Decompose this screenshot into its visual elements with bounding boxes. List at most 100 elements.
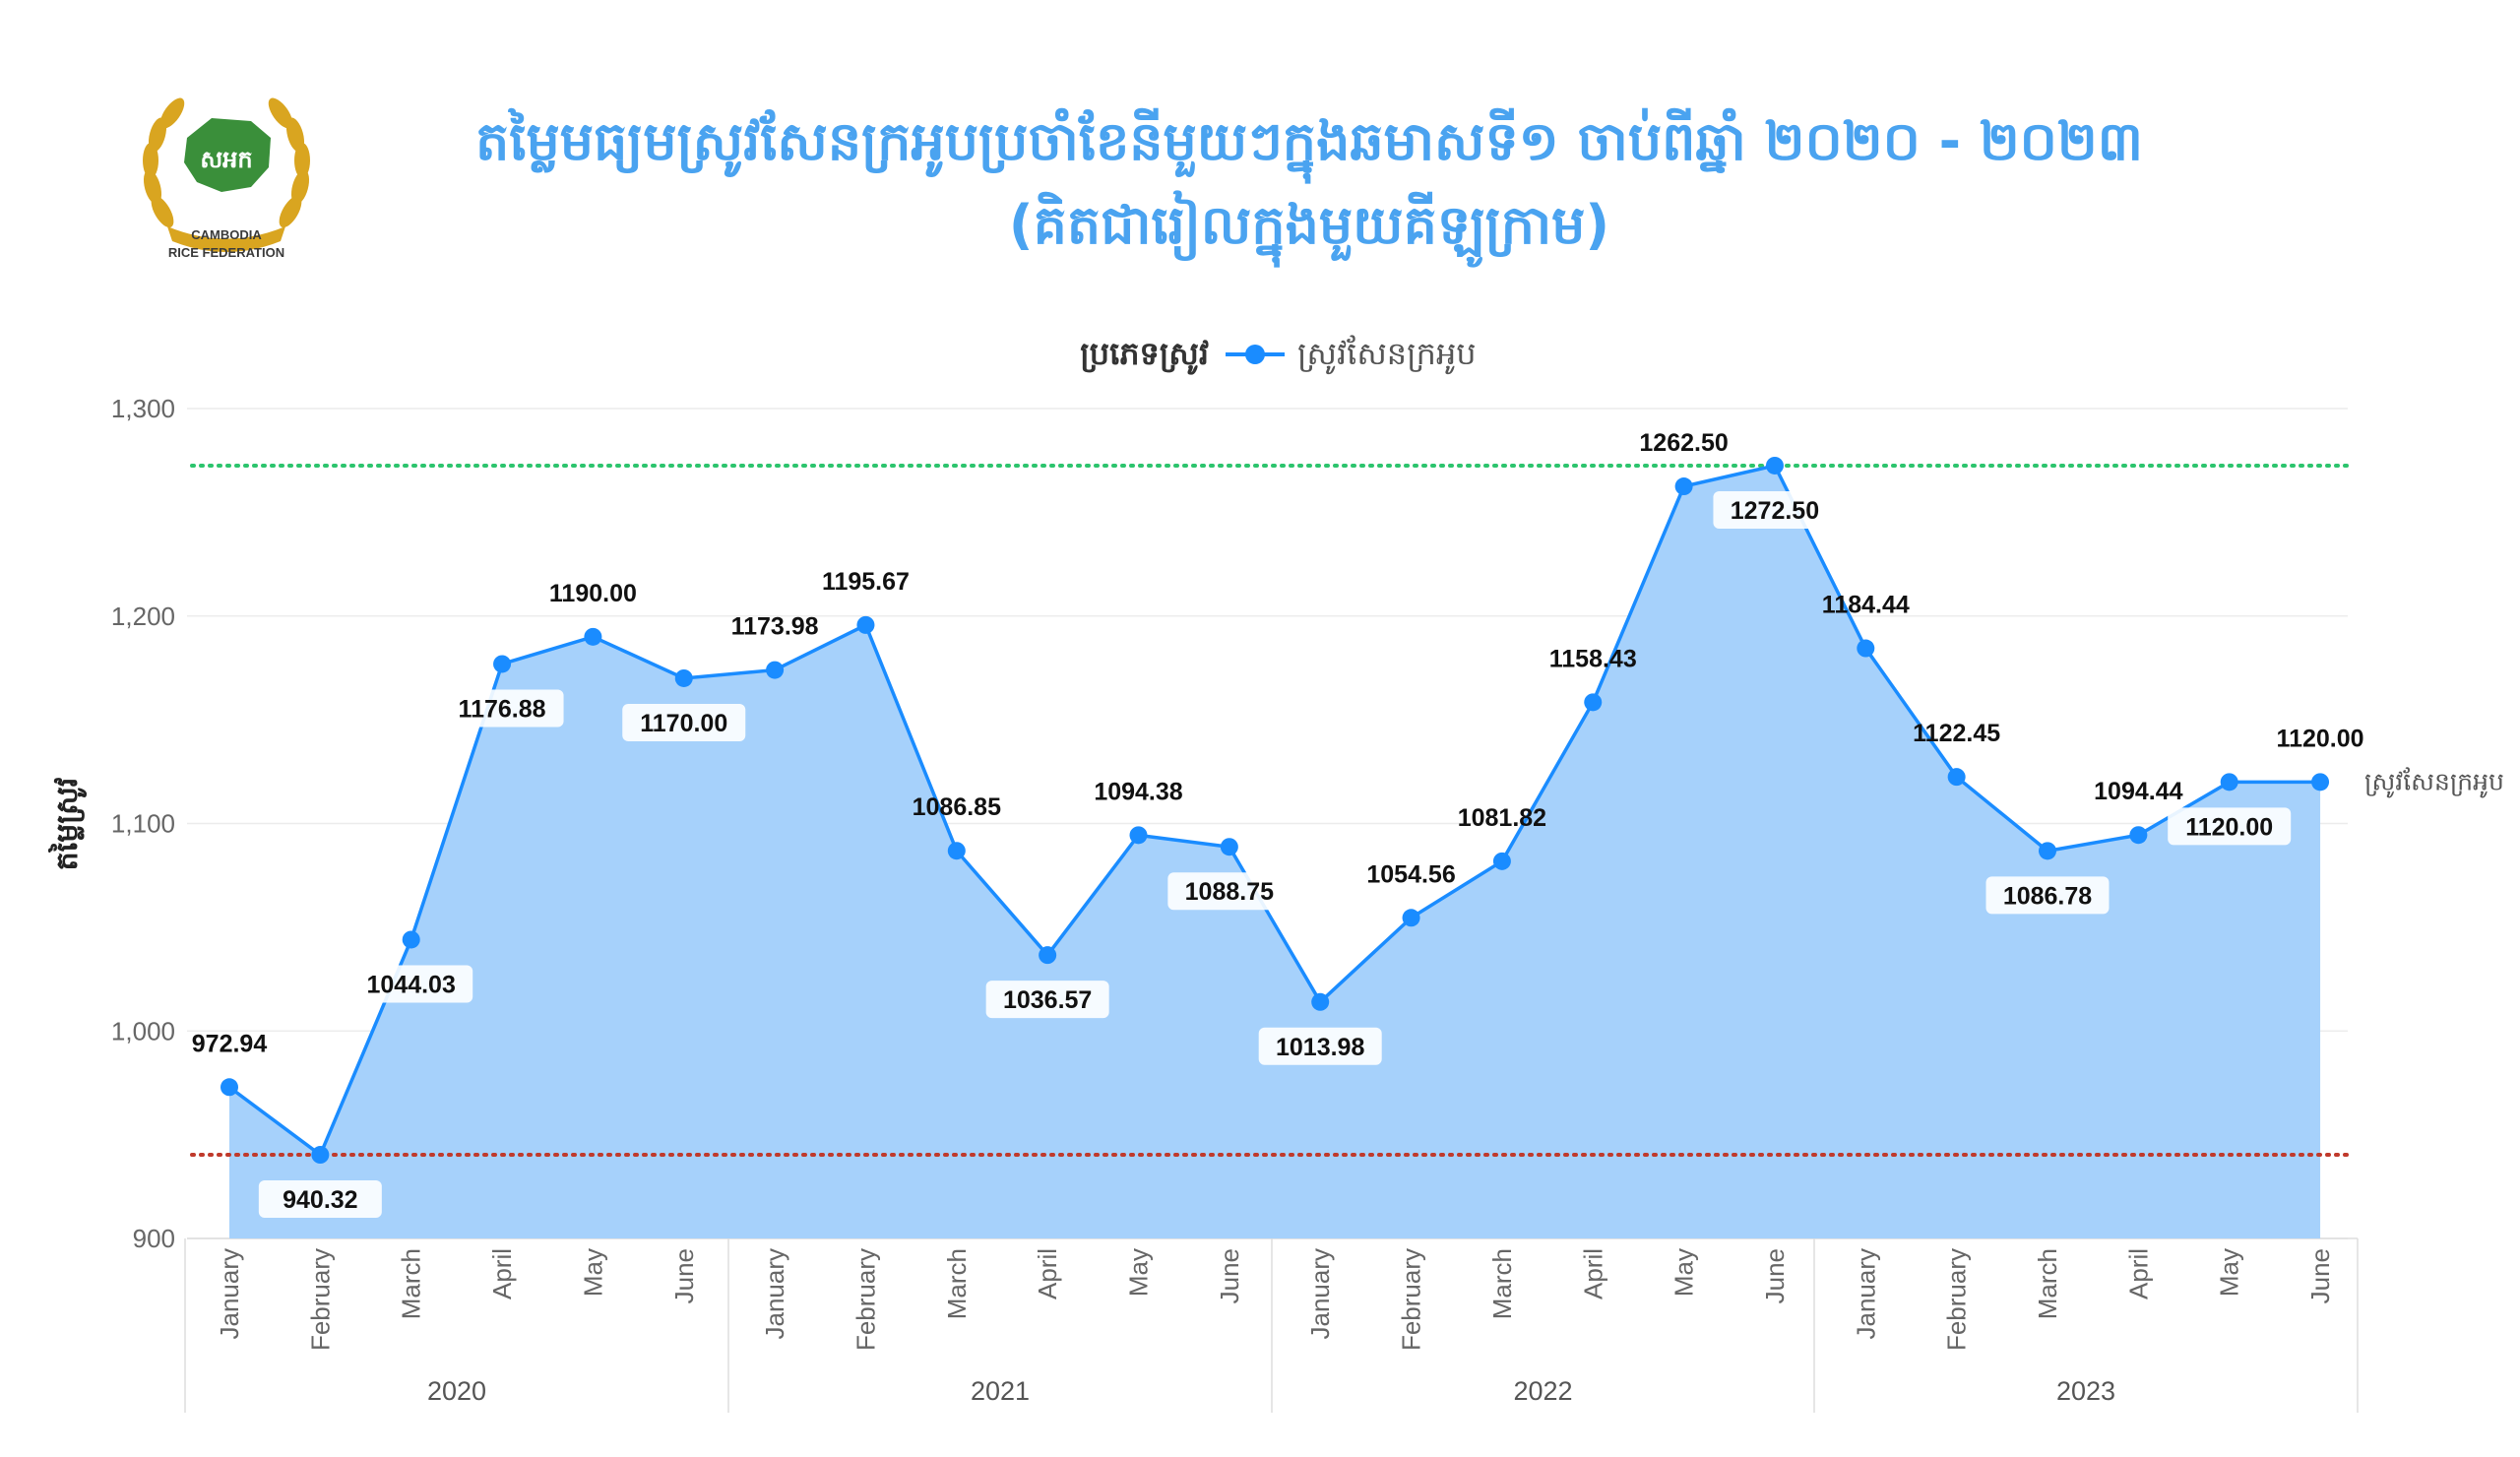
data-point[interactable]	[1857, 639, 1875, 658]
data-label-box	[985, 981, 1109, 1019]
area-fill	[229, 465, 2321, 1238]
data-point[interactable]	[584, 627, 602, 646]
x-tick-label: February	[305, 1248, 335, 1351]
data-point[interactable]	[856, 615, 875, 634]
data-point[interactable]	[766, 661, 785, 679]
data-label: 1176.88	[459, 695, 546, 723]
data-point[interactable]	[1039, 946, 1057, 965]
data-label: 1120.00	[2185, 813, 2273, 841]
x-tick-label: March	[2033, 1248, 2062, 1319]
legend-swatch-marker	[1245, 345, 1265, 364]
data-label: 1195.67	[822, 568, 910, 596]
data-label-box	[1985, 876, 2110, 915]
data-point[interactable]	[1584, 693, 1603, 712]
data-label: 1170.00	[640, 710, 727, 737]
data-label: 1088.75	[1185, 878, 1274, 906]
x-tick-label: May	[2215, 1248, 2244, 1297]
data-label: 1054.56	[1366, 860, 1455, 888]
y-tick-label: 1,300	[111, 394, 175, 423]
x-tick-label: January	[1305, 1248, 1335, 1340]
data-point[interactable]	[2311, 773, 2330, 792]
cambodia-rice-federation-logo: សអក CAMBODIA RICE FEDERATION	[143, 97, 310, 260]
data-point[interactable]	[1765, 456, 1784, 475]
data-label: 1158.43	[1549, 645, 1637, 672]
data-label: 1081.82	[1458, 804, 1546, 832]
series-line	[220, 456, 2330, 1165]
data-label-box	[1258, 1027, 1382, 1065]
data-label-box	[258, 1180, 382, 1219]
data-label: 1094.38	[1094, 778, 1182, 805]
data-label: 1122.45	[1913, 720, 2000, 747]
x-tick-label: May	[578, 1248, 607, 1297]
x-year-label: 2020	[427, 1376, 486, 1406]
x-tick-label: June	[2305, 1248, 2335, 1303]
data-label: 1190.00	[549, 580, 637, 607]
data-point[interactable]	[220, 1078, 238, 1097]
data-point[interactable]	[1492, 852, 1511, 870]
x-tick-label: May	[1670, 1248, 1699, 1297]
data-point[interactable]	[1129, 826, 1148, 845]
chart-header: សអក CAMBODIA RICE FEDERATION តម្លៃមធ្យមស…	[0, 0, 2520, 295]
x-tick-label: January	[760, 1248, 789, 1340]
data-point[interactable]	[674, 668, 693, 687]
data-label: 1094.44	[2094, 778, 2182, 805]
x-tick-label: March	[397, 1248, 426, 1319]
axes: 900 1,000 1,100 1,200 1,300 តម្លៃស្រូវ January…	[47, 394, 2359, 1413]
data-label: 1044.03	[367, 971, 456, 998]
x-tick-label: March	[942, 1248, 972, 1319]
y-tick-label: 1,000	[111, 1016, 175, 1045]
data-point[interactable]	[2129, 826, 2148, 845]
x-tick-label: May	[1124, 1248, 1154, 1297]
x-tick-label: April	[1033, 1248, 1062, 1299]
data-label-box	[440, 689, 564, 728]
reference-lines	[190, 463, 2350, 1158]
y-tick-label: 900	[133, 1224, 175, 1253]
data-label: 972.94	[192, 1030, 268, 1057]
data-point[interactable]	[2220, 773, 2238, 792]
data-point[interactable]	[1402, 909, 1420, 927]
data-point[interactable]	[1311, 992, 1330, 1011]
data-point[interactable]	[1220, 838, 1238, 856]
legend-series-name[interactable]: ស្រូវសែនក្រអូប	[1297, 335, 1477, 375]
data-label-box	[622, 703, 746, 741]
data-label: 1036.57	[1003, 986, 1092, 1014]
data-point[interactable]	[2039, 842, 2056, 860]
data-point[interactable]	[1674, 477, 1693, 496]
data-label: 1173.98	[731, 613, 819, 641]
series-area	[229, 465, 2321, 1238]
data-labels: 972.94 940.32 1044.03 1176.88 1190.00 1170.00…	[192, 429, 2504, 1219]
data-point[interactable]	[493, 655, 512, 673]
series-end-label: ស្រូវសែនក្រអូប	[2364, 766, 2504, 797]
x-tick-label: March	[1487, 1248, 1517, 1319]
chart-subtitle: (គិតជារៀលក្នុងមួយគីឡូក្រាម)	[1008, 194, 1610, 256]
x-tick-label: February	[1942, 1248, 1972, 1351]
legend[interactable]: ប្រភេទស្រូវ ស្រូវសែនក្រអូប	[1080, 335, 1476, 375]
data-label: 1262.50	[1639, 429, 1728, 457]
y-tick-label: 1,100	[111, 809, 175, 839]
data-label: 1013.98	[1276, 1034, 1364, 1061]
data-point[interactable]	[402, 930, 420, 949]
logo-text-top: សអក	[200, 147, 252, 173]
series-line-path	[227, 463, 2321, 1158]
data-point[interactable]	[947, 842, 966, 860]
data-point[interactable]	[311, 1146, 330, 1165]
data-label: 1272.50	[1731, 497, 1819, 525]
x-tick-label: June	[1760, 1248, 1790, 1303]
x-tick-label: June	[669, 1248, 699, 1303]
y-tick-label: 1,200	[111, 602, 175, 631]
data-label-box	[349, 965, 473, 1003]
legend-title: ប្រភេទស្រូវ	[1080, 336, 1209, 375]
data-label-box	[1713, 490, 1837, 529]
data-label-box	[1167, 872, 1292, 911]
data-label: 1184.44	[1822, 592, 1910, 619]
data-point[interactable]	[1947, 768, 1966, 787]
x-year-label: 2023	[2056, 1376, 2115, 1406]
logo-text-bottom-1: CAMBODIA	[191, 227, 262, 242]
data-label: 940.32	[283, 1186, 357, 1214]
x-tick-label: April	[1578, 1248, 1607, 1299]
data-label: 1120.00	[2277, 725, 2364, 752]
x-tick-label: February	[1397, 1248, 1426, 1351]
x-tick-label: January	[215, 1248, 244, 1340]
data-label: 1086.85	[913, 793, 1001, 821]
